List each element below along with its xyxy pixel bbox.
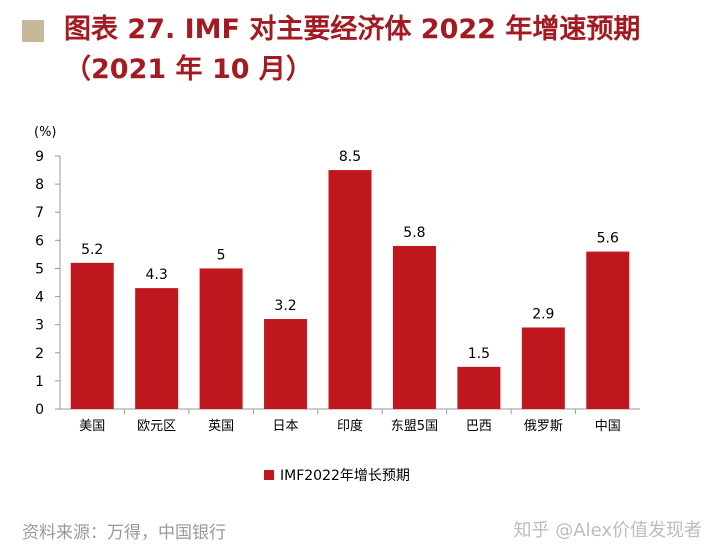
x-tick-label: 印度 <box>337 418 363 434</box>
bar <box>457 366 501 409</box>
y-axis-label: (%) <box>34 125 57 140</box>
y-tick-label: 8 <box>35 177 44 193</box>
bar <box>521 327 565 409</box>
y-tick-label: 1 <box>35 374 44 390</box>
bar <box>135 288 179 409</box>
data-label: 5.2 <box>81 242 103 258</box>
x-tick-label: 日本 <box>273 419 299 434</box>
y-tick-label: 3 <box>35 318 44 334</box>
legend: IMF2022年增长预期 <box>264 468 410 484</box>
x-axis: 美国 欧元区 英国 日本 印度 东盟5国 巴西 俄罗斯 中国 <box>60 408 640 434</box>
y-axis: 0 1 2 3 4 5 6 7 8 9 <box>35 149 61 418</box>
legend-swatch <box>264 470 274 480</box>
watermark: 知乎 @Alex价值发现者 <box>513 520 702 541</box>
chart-title: 图表 27. IMF 对主要经济体 2022 年增速预期（2021 年 10 月… <box>64 14 641 85</box>
data-label: 4.3 <box>146 267 168 283</box>
x-tick-label: 英国 <box>208 419 234 434</box>
data-label: 2.9 <box>532 306 554 322</box>
y-tick-label: 9 <box>35 149 44 165</box>
bar <box>70 262 114 409</box>
y-tick-label: 0 <box>35 402 44 418</box>
y-tick-label: 2 <box>35 346 44 362</box>
x-tick-label: 巴西 <box>466 419 492 434</box>
x-tick-label: 俄罗斯 <box>524 419 563 434</box>
data-label: 1.5 <box>468 346 490 362</box>
x-tick-label: 美国 <box>79 419 105 434</box>
y-tick-label: 7 <box>35 205 44 221</box>
data-label: 3.2 <box>274 298 296 314</box>
legend-label: IMF2022年增长预期 <box>280 468 410 484</box>
x-tick-label: 东盟5国 <box>391 419 438 434</box>
x-tick-label: 欧元区 <box>137 419 176 434</box>
data-label: 8.5 <box>339 149 361 165</box>
bars: 5.2 4.3 5 3.2 8.5 5.8 1.5 2.9 5.6 <box>70 149 630 409</box>
title-marker <box>22 20 44 42</box>
bar <box>199 268 243 409</box>
source-note: 资料来源：万得，中国银行 <box>22 523 226 543</box>
bar <box>392 245 436 409</box>
data-label: 5 <box>217 247 226 263</box>
data-label: 5.6 <box>597 231 619 247</box>
bar <box>586 251 630 409</box>
y-tick-label: 6 <box>35 233 44 249</box>
data-label: 5.8 <box>403 225 425 241</box>
y-tick-label: 4 <box>35 290 44 306</box>
bar <box>264 319 308 409</box>
x-tick-label: 中国 <box>595 419 621 434</box>
y-tick-label: 5 <box>35 261 44 277</box>
bar <box>328 170 372 409</box>
